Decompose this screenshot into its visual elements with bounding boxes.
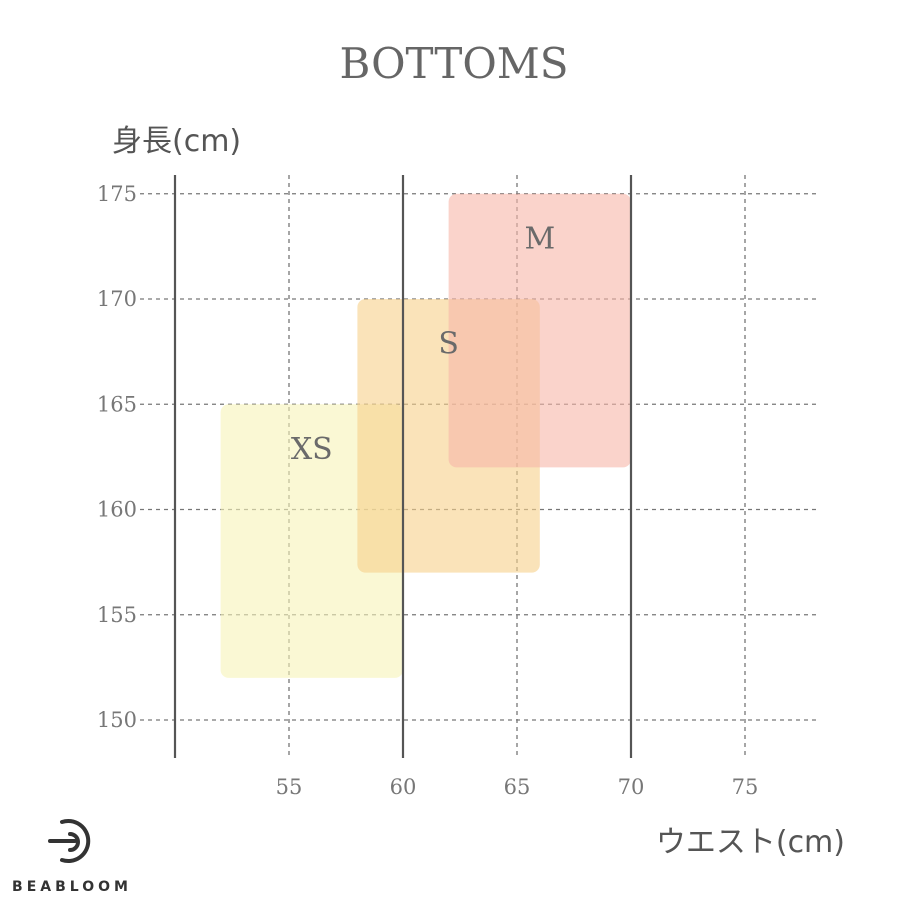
y-tick-170: 170 bbox=[97, 287, 137, 311]
y-tick-155: 155 bbox=[97, 603, 137, 627]
tick-labels: 150 155 160 165 170 175 55 60 65 70 75 bbox=[97, 182, 758, 799]
logo-inner-arc bbox=[68, 832, 80, 852]
y-tick-160: 160 bbox=[97, 498, 137, 522]
region-label-m: M bbox=[524, 221, 555, 256]
x-tick-75: 75 bbox=[732, 775, 759, 799]
region-label-xs: XS bbox=[291, 432, 333, 467]
size-regions bbox=[220, 193, 631, 678]
x-tick-60: 60 bbox=[390, 775, 417, 799]
region-m bbox=[448, 193, 631, 468]
axes bbox=[173, 175, 633, 758]
logo-outer-arc bbox=[60, 819, 91, 863]
y-tick-165: 165 bbox=[97, 392, 137, 416]
x-tick-70: 70 bbox=[618, 775, 645, 799]
y-tick-175: 175 bbox=[97, 182, 137, 206]
x-tick-65: 65 bbox=[504, 775, 531, 799]
region-labels: XS S M bbox=[291, 221, 555, 467]
y-tick-150: 150 bbox=[97, 708, 137, 732]
y-axis-label: 身長(cm) bbox=[112, 124, 241, 159]
beabloom-logo-icon bbox=[48, 819, 91, 863]
chart-title: BOTTOMS bbox=[339, 39, 568, 88]
brand-name: BEABLOOM bbox=[12, 879, 132, 895]
x-tick-55: 55 bbox=[276, 775, 303, 799]
region-label-s: S bbox=[438, 327, 459, 362]
brand-logo: BEABLOOM bbox=[12, 819, 132, 895]
x-axis-label: ウエスト(cm) bbox=[656, 825, 845, 860]
